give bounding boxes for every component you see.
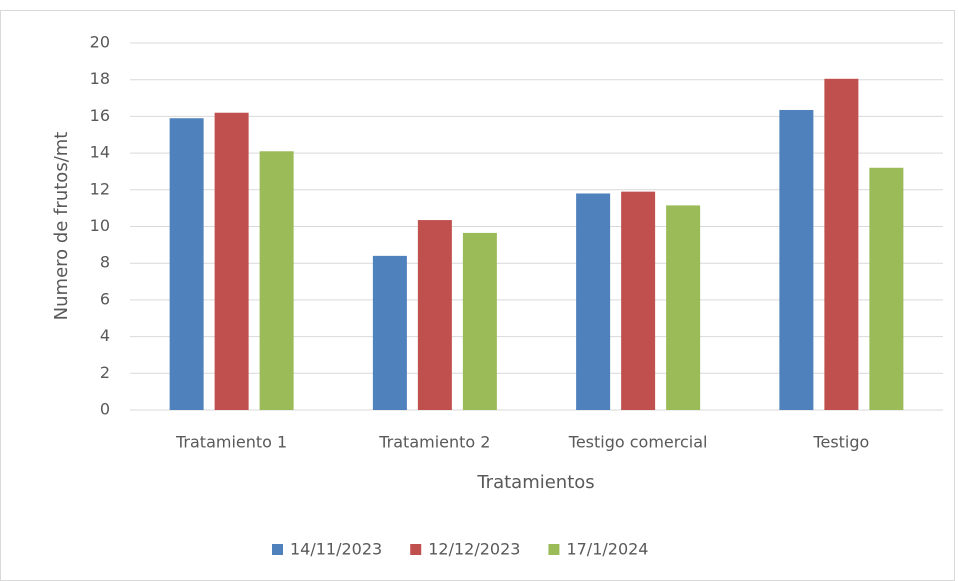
bar <box>779 109 814 410</box>
bar <box>169 118 204 411</box>
y-tick-label: 8 <box>100 253 110 272</box>
bar <box>869 167 904 410</box>
y-tick-label: 0 <box>100 400 110 419</box>
legend-label: 12/12/2023 <box>428 540 520 559</box>
y-tick-label: 12 <box>90 179 110 198</box>
y-tick-label: 2 <box>100 363 110 382</box>
y-tick-label: 16 <box>90 106 110 125</box>
bar <box>824 78 859 410</box>
legend-swatch <box>272 544 283 555</box>
x-tick-label: Tratamiento 2 <box>378 433 490 452</box>
bar <box>214 112 249 410</box>
legend-swatch <box>410 544 422 555</box>
y-axis-title: Numero de frutos/mt <box>51 132 72 321</box>
y-tick-label: 4 <box>100 326 110 345</box>
y-tick-label: 10 <box>90 216 110 235</box>
bar <box>621 191 656 410</box>
bar <box>417 220 452 410</box>
legend-label: 14/11/2023 <box>290 540 382 559</box>
bar <box>576 193 611 410</box>
x-axis-title: Tratamientos <box>476 472 594 493</box>
y-tick-label: 18 <box>90 69 110 88</box>
bar <box>259 151 294 410</box>
x-tick-label: Testigo <box>812 433 869 452</box>
y-tick-label: 14 <box>90 143 110 162</box>
x-tick-label: Tratamiento 1 <box>175 433 287 452</box>
y-tick-label: 20 <box>90 33 110 52</box>
bar <box>372 255 407 410</box>
y-tick-label: 6 <box>100 289 110 308</box>
legend-label: 17/1/2024 <box>566 540 648 559</box>
bar <box>666 205 701 410</box>
bar <box>462 232 497 410</box>
legend-swatch <box>548 544 560 555</box>
x-tick-label: Testigo comercial <box>568 433 708 452</box>
